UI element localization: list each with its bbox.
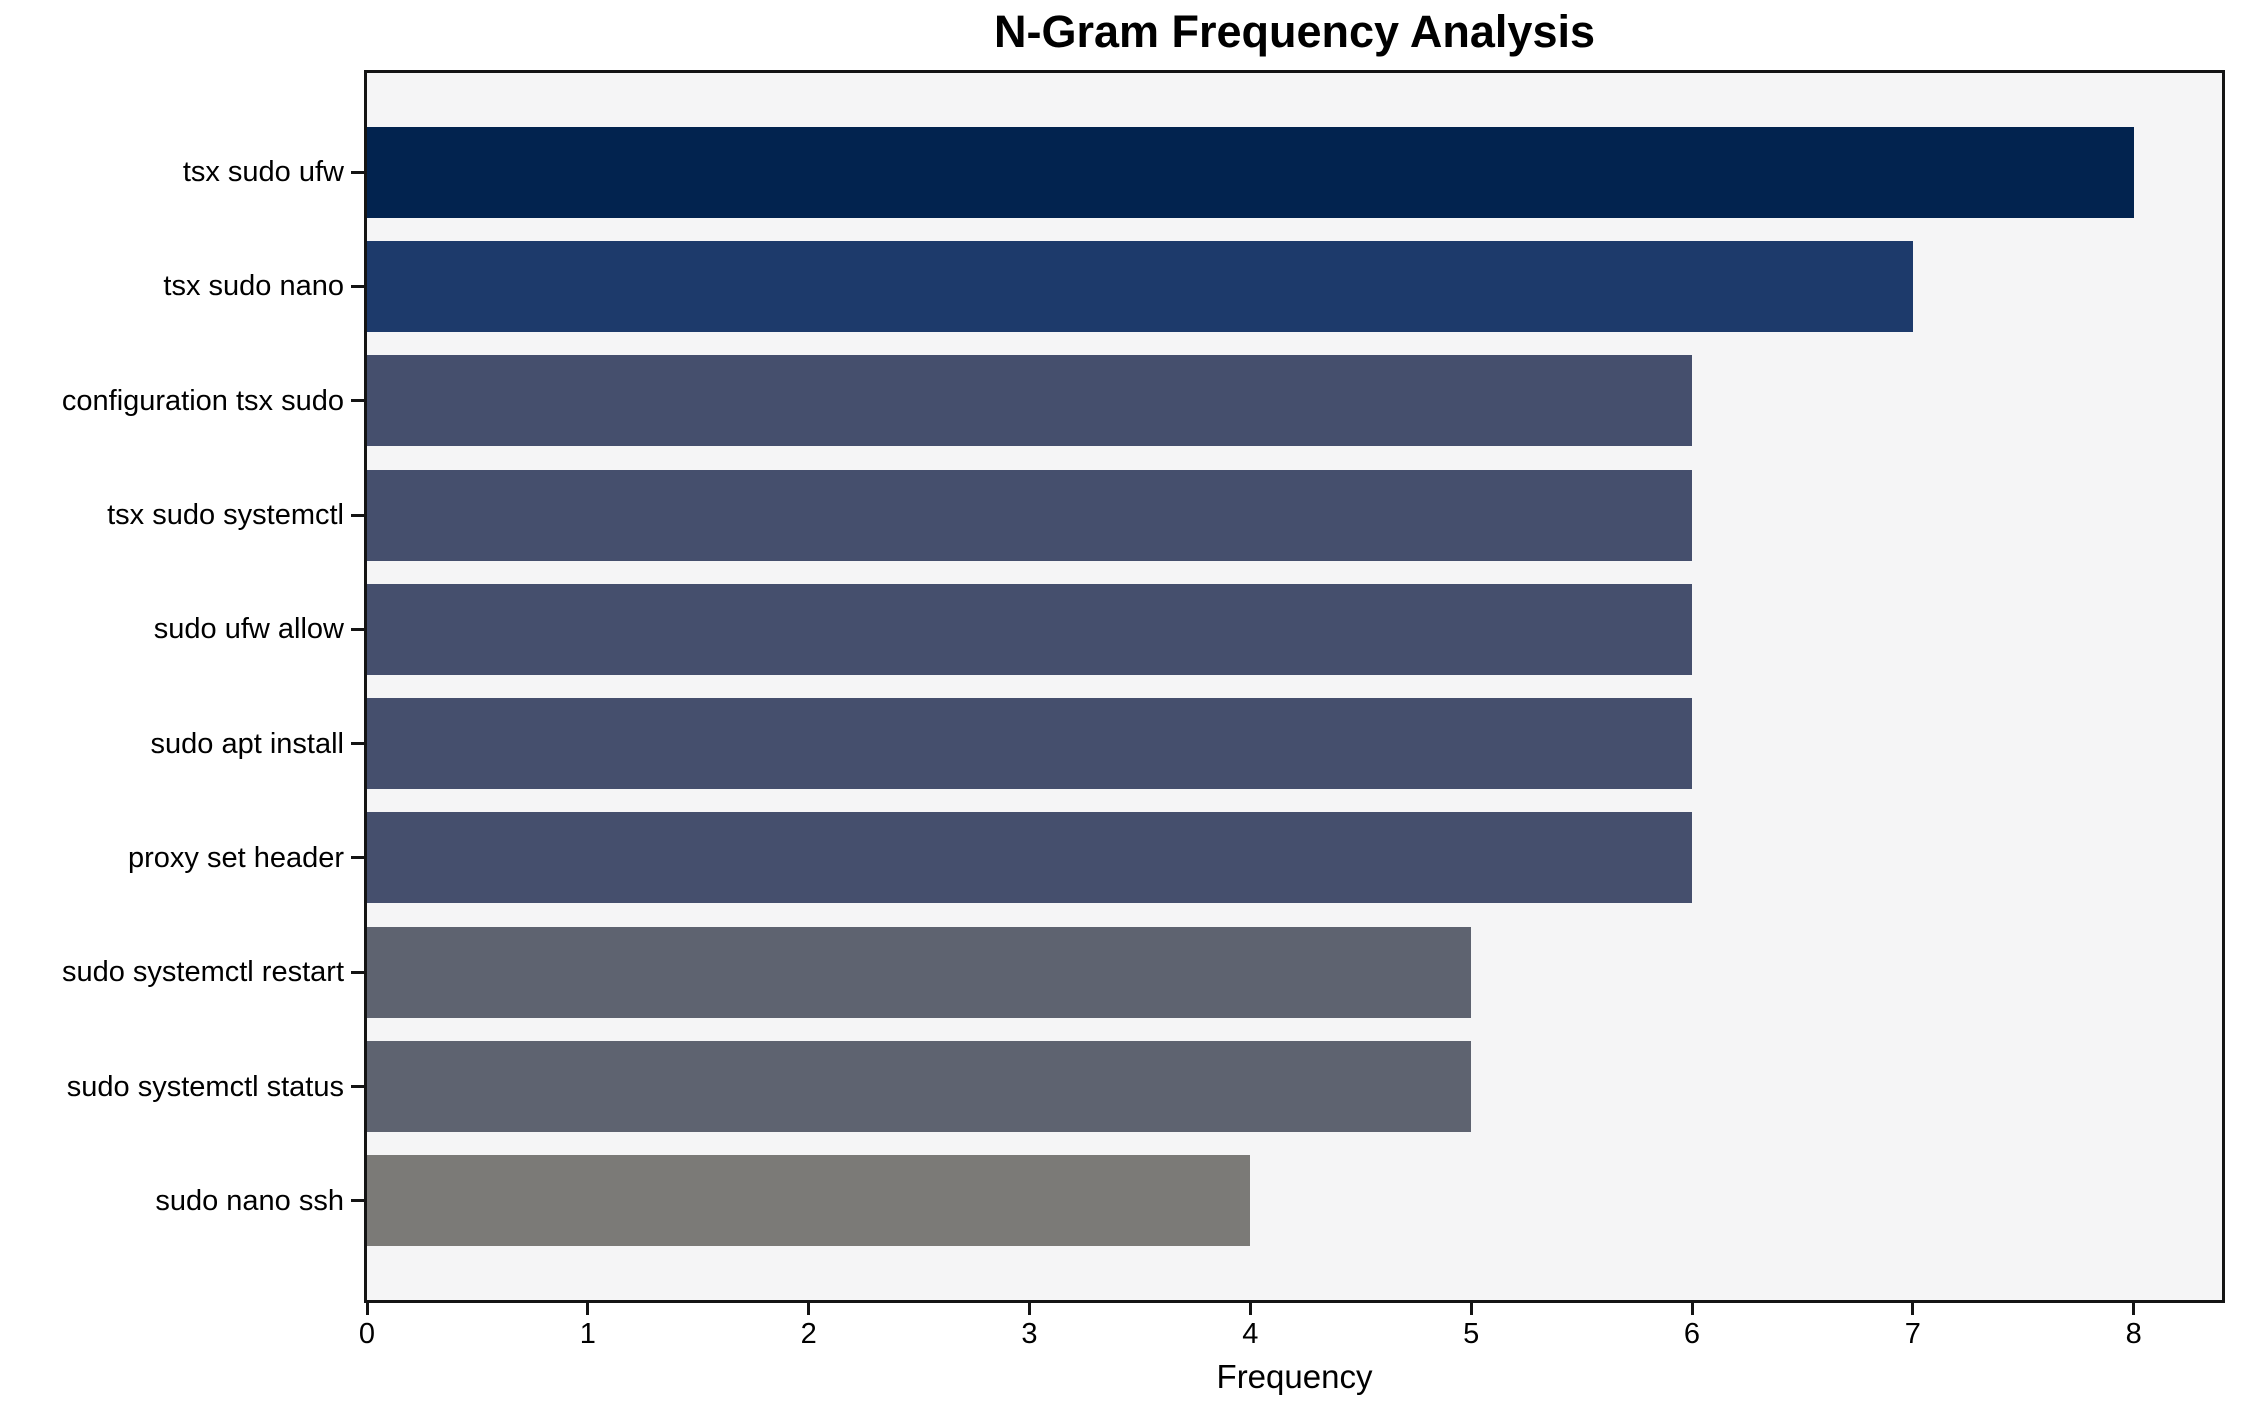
bar xyxy=(367,698,1692,790)
x-tick-mark xyxy=(1911,1303,1915,1315)
bar xyxy=(367,1155,1251,1247)
x-tick-label: 4 xyxy=(1242,1318,1259,1350)
y-tick-mark xyxy=(351,627,364,631)
y-tick-mark xyxy=(351,1199,364,1203)
bar xyxy=(367,355,1692,447)
x-tick-label: 2 xyxy=(800,1318,817,1350)
y-tick-mark xyxy=(351,1085,364,1089)
y-tick-mark xyxy=(351,742,364,746)
x-tick-mark xyxy=(1469,1303,1473,1315)
x-axis-label: Frequency xyxy=(1216,1358,1373,1395)
y-tick-label: sudo apt install xyxy=(150,727,344,760)
x-tick-label: 8 xyxy=(2125,1318,2142,1350)
x-tick-mark xyxy=(1028,1303,1031,1315)
y-tick-mark xyxy=(351,513,364,517)
bar xyxy=(367,812,1692,904)
bar xyxy=(367,240,1913,332)
plot-area xyxy=(364,70,2225,1303)
y-tick-label: sudo nano ssh xyxy=(155,1184,344,1217)
x-tick-mark xyxy=(586,1303,590,1315)
y-tick-label: tsx sudo ufw xyxy=(182,156,344,189)
y-tick-label: tsx sudo systemctl xyxy=(107,499,344,532)
bar xyxy=(367,1041,1472,1133)
y-tick-label: tsx sudo nano xyxy=(163,270,344,303)
x-tick-label: 5 xyxy=(1463,1318,1480,1350)
bar xyxy=(367,926,1472,1018)
y-tick-label: configuration tsx sudo xyxy=(61,384,344,417)
x-tick-label: 3 xyxy=(1021,1318,1038,1350)
bar xyxy=(367,469,1692,561)
y-tick-mark xyxy=(351,970,364,974)
x-tick-mark xyxy=(1690,1303,1694,1315)
bar xyxy=(367,126,2134,218)
x-tick-label: 0 xyxy=(358,1318,376,1350)
y-tick-label: proxy set header xyxy=(127,841,344,874)
y-tick-mark xyxy=(351,170,364,174)
x-tick-mark xyxy=(365,1303,369,1315)
chart-title: N-Gram Frequency Analysis xyxy=(993,6,1596,57)
x-tick-mark xyxy=(807,1303,811,1315)
x-tick-mark xyxy=(1248,1303,1252,1315)
y-tick-label: sudo systemctl restart xyxy=(61,956,344,989)
y-tick-mark xyxy=(351,284,364,288)
y-tick-label: sudo ufw allow xyxy=(153,613,344,646)
x-tick-mark xyxy=(2132,1303,2136,1315)
bar xyxy=(367,583,1692,675)
y-tick-mark xyxy=(351,856,364,860)
y-tick-mark xyxy=(351,399,364,403)
x-tick-label: 7 xyxy=(1904,1318,1921,1350)
y-tick-label: sudo systemctl status xyxy=(66,1070,344,1103)
x-tick-label: 6 xyxy=(1683,1318,1701,1350)
x-tick-label: 1 xyxy=(579,1318,596,1350)
